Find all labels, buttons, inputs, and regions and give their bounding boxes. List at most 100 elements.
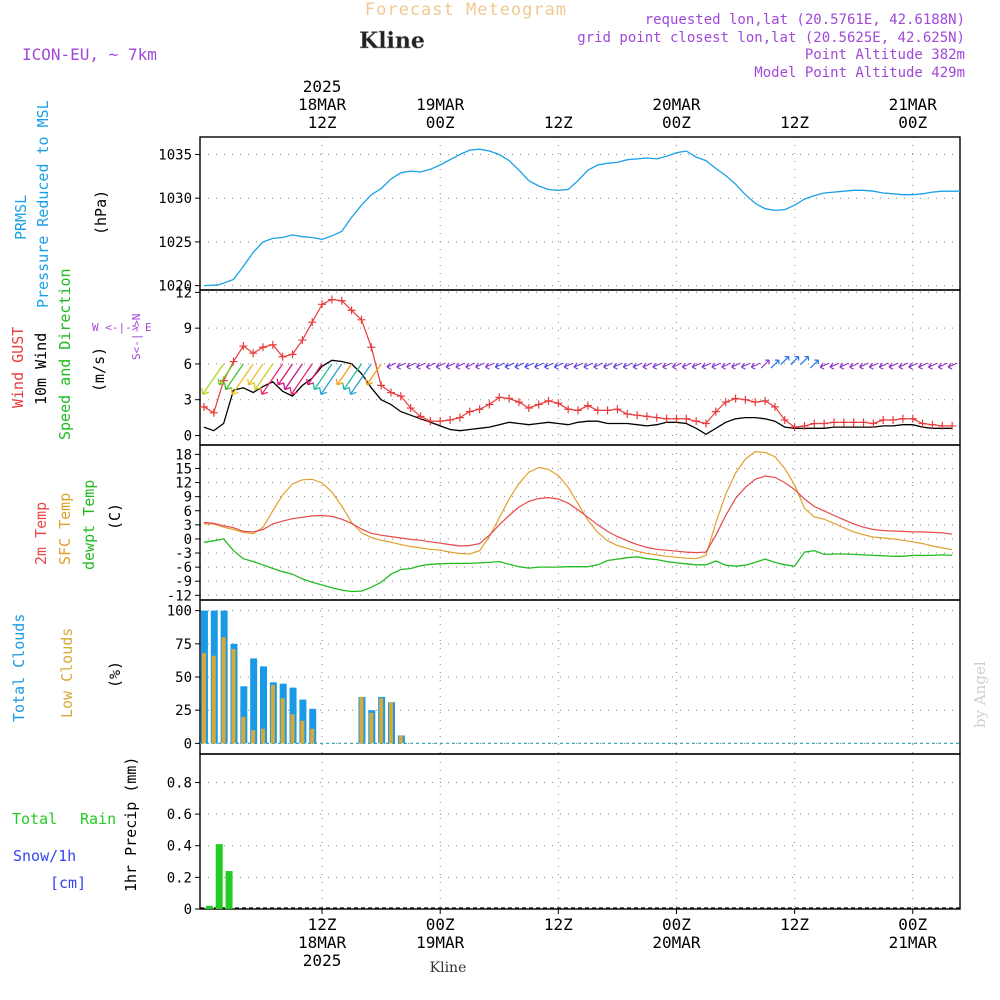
gust-marker <box>564 405 573 414</box>
gust-marker <box>898 414 907 423</box>
low-cloud-bar <box>388 702 393 744</box>
wind-arrow <box>247 363 264 386</box>
pressure-label-b: Pressure Reduced to MSL <box>34 100 52 308</box>
wind-arrow <box>365 363 382 386</box>
gust-marker <box>790 423 799 432</box>
bottom-date-label: 21MAR <box>889 933 938 952</box>
gust-marker <box>682 414 691 423</box>
gust-marker <box>446 415 455 424</box>
wind-arrow <box>593 362 603 370</box>
gust-marker <box>662 414 671 423</box>
gust-marker <box>800 421 809 430</box>
wind10m-label: 10m Wind <box>32 333 50 405</box>
total-label: Total <box>12 810 57 828</box>
gust-marker <box>770 402 779 411</box>
requested-coords: requested lon,lat (20.5761E, 42.6188N) <box>645 12 965 28</box>
gust-marker <box>554 399 563 408</box>
wind-arrow <box>224 363 244 391</box>
total-cloud-bar <box>260 666 268 744</box>
wind-arrow <box>283 363 303 391</box>
wind-arrow <box>750 362 761 370</box>
low-cloud-bar <box>369 712 374 744</box>
total-cloud-bar <box>250 658 258 744</box>
gust-marker <box>288 350 297 359</box>
top-hour-label: 12Z <box>308 113 337 132</box>
low-cloud-bar <box>251 730 256 744</box>
top-date-label: 19MAR <box>416 95 465 114</box>
wind-arrow <box>642 362 653 370</box>
precip-labels: Total Rain Snow/1h [cm] 1hr Precip (mm) <box>12 757 140 892</box>
y-tick-label: 0.4 <box>167 839 192 855</box>
wind-arrow <box>947 362 958 370</box>
location-title: Kline <box>359 28 425 54</box>
y-tick-label: 0 <box>184 428 192 444</box>
wind-arrow <box>406 362 416 370</box>
wind-arrow <box>908 362 918 370</box>
wind-unit: (m/s) <box>90 347 108 392</box>
point-altitude: Point Altitude 382m <box>805 47 965 63</box>
panel-frame <box>199 444 961 601</box>
bottom-date-label: 18MAR <box>298 933 347 952</box>
bottom-hour-label: 12Z <box>780 915 809 934</box>
y-tick-label: 50 <box>175 670 192 686</box>
wind-arrow <box>809 359 819 369</box>
gust-marker <box>780 415 789 424</box>
wind-arrow <box>849 362 859 370</box>
gust-marker <box>918 419 927 428</box>
pressure-labels: PRMSL Pressure Reduced to MSL (hPa) <box>12 100 110 308</box>
wind-arrow <box>622 362 633 370</box>
bottom-hour-label: 12Z <box>308 915 337 934</box>
wind-arrow <box>691 362 702 370</box>
wind-arrow <box>701 362 712 370</box>
wind-arrow <box>662 362 672 370</box>
wind-arrow <box>652 362 663 370</box>
panel-pressure: 1020 1025 1030 1035 <box>158 136 961 295</box>
wind-arrow <box>230 363 254 395</box>
wind-arrow <box>878 362 889 370</box>
wind-arrow <box>868 362 879 370</box>
wind-arrow <box>553 362 564 370</box>
wind-arrow <box>721 362 731 370</box>
gust-marker <box>318 300 327 309</box>
wind-arrow <box>681 362 692 370</box>
wind-arrow <box>829 362 840 370</box>
panel-precipitation: 0 0.2 0.4 0.6 0.8 <box>167 753 961 918</box>
wind-arrow <box>425 362 436 370</box>
wind-arrow <box>306 363 323 386</box>
low-cloud-bar <box>398 735 403 744</box>
y-tick-label: 100 <box>167 604 192 620</box>
wind-arrow <box>312 363 333 391</box>
y-tick-label: 0.2 <box>167 870 192 886</box>
gust-marker <box>367 343 376 352</box>
top-date-label: 20MAR <box>652 95 701 114</box>
low-cloud-bar <box>221 637 226 744</box>
y-tick-label: 12 <box>175 285 192 301</box>
wind-arrow <box>514 362 525 370</box>
gust-marker <box>633 411 642 420</box>
dewpoint-label: dewpt Temp <box>80 480 98 570</box>
gust-marker <box>593 406 602 415</box>
wind-arrow <box>859 362 869 370</box>
wind-direction-label: Speed and Direction <box>56 268 74 440</box>
wind-arrow <box>839 362 850 370</box>
gust-marker <box>455 413 464 422</box>
gust-marker <box>642 412 651 421</box>
temp-unit: (C) <box>106 503 124 530</box>
gust-marker <box>505 394 514 403</box>
gust-marker <box>485 400 494 409</box>
bottom-hour-label: 00Z <box>898 915 927 934</box>
gust-marker <box>820 419 829 428</box>
gust-marker <box>938 421 947 430</box>
gust-marker <box>761 396 770 405</box>
dewpoint-line <box>203 538 953 593</box>
compass-vertical: S<-|->N <box>130 314 143 360</box>
gust-marker <box>829 418 838 427</box>
t2m-line <box>203 475 953 554</box>
gust-marker <box>475 405 484 414</box>
gust-marker <box>623 410 632 418</box>
gridpoint-coords: grid point closest lon,lat (20.5625E, 42… <box>577 30 965 46</box>
pressure-label-a: PRMSL <box>12 195 30 240</box>
compass-horizontal: W <-|-> E <box>92 321 152 334</box>
wind-arrow <box>260 363 284 395</box>
bottom-hour-label: 00Z <box>426 915 455 934</box>
